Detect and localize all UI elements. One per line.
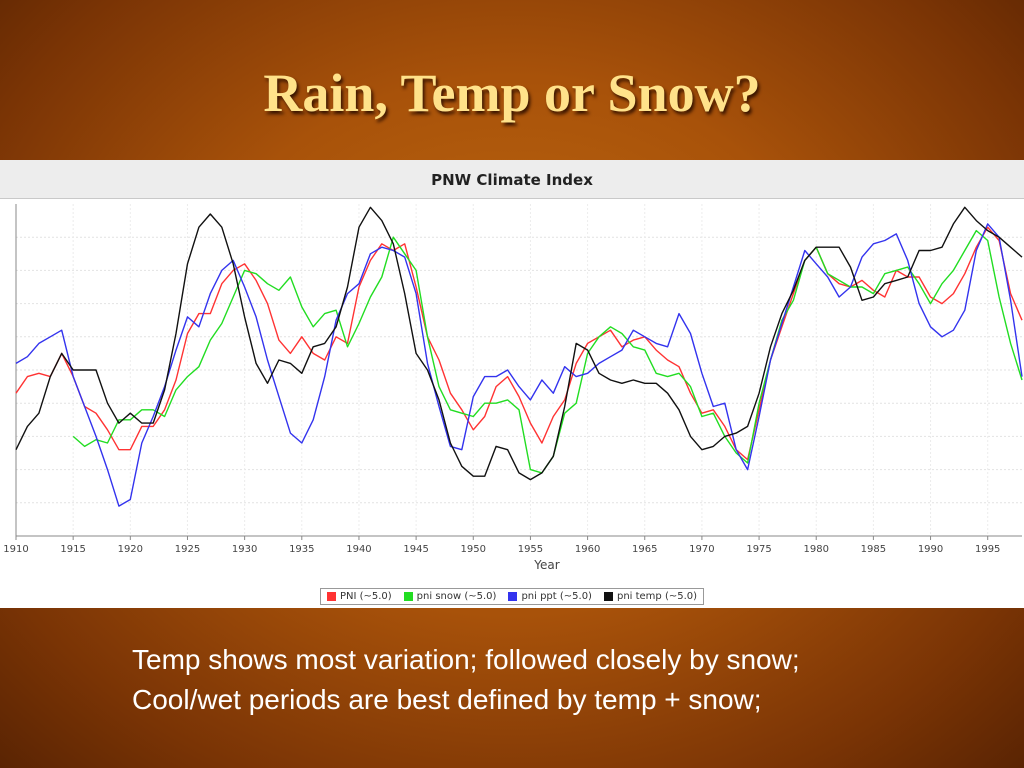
caption-line-1: Temp shows most variation; followed clos… xyxy=(132,644,800,675)
x-tick-label: 1915 xyxy=(60,544,85,555)
x-tick-label: 1980 xyxy=(804,544,829,555)
chart-panel: PNW Climate Index 1910 1915 1920 1925 1930 19… xyxy=(0,160,1024,608)
legend-swatch xyxy=(403,592,413,601)
slide-title: Rain, Temp or Snow? xyxy=(263,63,761,123)
x-tick-label: 1970 xyxy=(689,544,714,555)
x-tick-label: 1940 xyxy=(346,544,371,555)
chart-title: PNW Climate Index xyxy=(431,171,593,189)
legend-swatch xyxy=(326,592,336,601)
caption-line-2: Cool/wet periods are best defined by tem… xyxy=(132,684,762,715)
slide-caption: Temp shows most variation; followed clos… xyxy=(132,640,1012,720)
legend-label: pni snow (~5.0) xyxy=(416,591,497,602)
series-line-4 xyxy=(15,206,1023,481)
x-tick-label: 1925 xyxy=(175,544,200,555)
x-tick-label: 1965 xyxy=(632,544,657,555)
series-line-1 xyxy=(15,226,1023,461)
legend-item-4: pni temp (~5.0) xyxy=(603,591,698,602)
legend-item-2: pni snow (~5.0) xyxy=(403,591,497,602)
legend-label: PNI (~5.0) xyxy=(339,591,392,602)
line-chart: 1910 1915 1920 1925 1930 1935 1940 1945 1950 1955… xyxy=(3,204,1023,572)
chart-legend: PNI (~5.0) pni snow (~5.0) pni ppt (~5.0) p… xyxy=(0,588,1024,605)
x-tick-label: 1955 xyxy=(518,544,543,555)
x-tick-label: 1975 xyxy=(746,544,771,555)
x-tick-label: 1990 xyxy=(918,544,943,555)
legend-swatch xyxy=(508,592,518,601)
x-tick-label: 1910 xyxy=(3,544,28,555)
legend-swatch xyxy=(603,592,613,601)
x-tick-label: 1945 xyxy=(403,544,428,555)
x-tick-label: 1950 xyxy=(461,544,486,555)
legend-item-1: PNI (~5.0) xyxy=(326,591,392,602)
x-tick-label: 1930 xyxy=(232,544,257,555)
x-tick-label: 1995 xyxy=(975,544,1000,555)
x-tick-label: 1985 xyxy=(861,544,886,555)
x-axis-label: Year xyxy=(533,558,559,572)
x-tick-label: 1920 xyxy=(118,544,143,555)
legend-label: pni ppt (~5.0) xyxy=(521,591,592,602)
plot-area xyxy=(16,204,1022,536)
x-tick-label: 1935 xyxy=(289,544,314,555)
legend-label: pni temp (~5.0) xyxy=(616,591,698,602)
x-tick-label: 1960 xyxy=(575,544,600,555)
chart-header: PNW Climate Index xyxy=(0,160,1024,199)
legend-item-3: pni ppt (~5.0) xyxy=(508,591,592,602)
legend-box: PNI (~5.0) pni snow (~5.0) pni ppt (~5.0) p… xyxy=(319,588,705,605)
